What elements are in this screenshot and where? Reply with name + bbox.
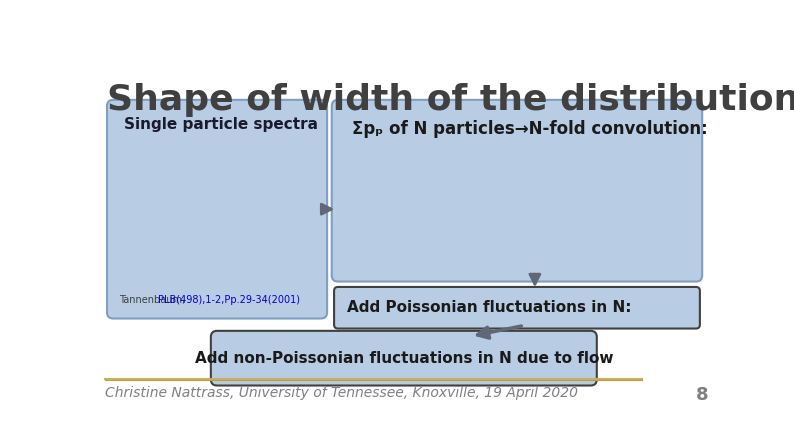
Text: Add non-Poissonian fluctuations in N due to flow: Add non-Poissonian fluctuations in N due… (195, 351, 613, 366)
Text: 8: 8 (696, 386, 708, 404)
FancyBboxPatch shape (211, 331, 597, 385)
Text: Shape of width of the distribution: Shape of width of the distribution (107, 83, 794, 117)
Text: Σpₚ of N particles→N-fold convolution:: Σpₚ of N particles→N-fold convolution: (352, 120, 707, 138)
Text: Add Poissonian fluctuations in N:: Add Poissonian fluctuations in N: (347, 300, 632, 315)
Text: PLB(498),1-2,Pp.29-34(2001): PLB(498),1-2,Pp.29-34(2001) (158, 295, 300, 305)
FancyBboxPatch shape (107, 100, 327, 319)
FancyBboxPatch shape (332, 100, 702, 282)
Text: Tannenbaum,: Tannenbaum, (119, 295, 189, 305)
FancyBboxPatch shape (334, 287, 700, 329)
Text: Christine Nattrass, University of Tennessee, Knoxville, 19 April 2020: Christine Nattrass, University of Tennes… (106, 386, 579, 400)
Text: Single particle spectra: Single particle spectra (124, 117, 318, 132)
